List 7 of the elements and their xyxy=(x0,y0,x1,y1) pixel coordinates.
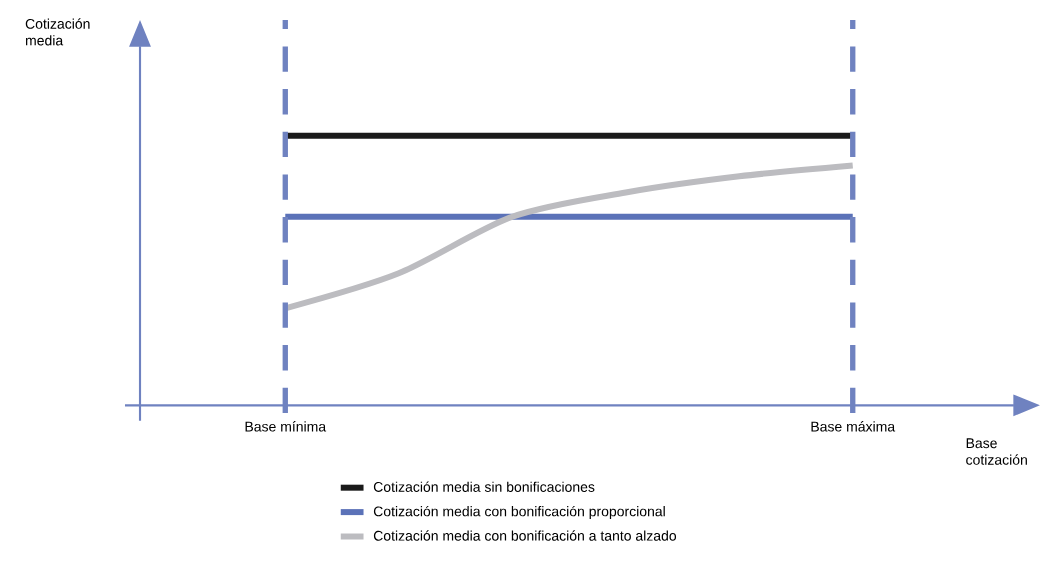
text: Cotización media xyxy=(25,18,90,46)
legend-label: Cotización media sin bonificaciones xyxy=(373,481,595,492)
text: Base cotización xyxy=(966,438,1027,465)
x-tick-label: Base mínima xyxy=(245,421,327,432)
x-tick-label: Base máxima xyxy=(811,421,896,432)
legend-label: Cotización media con bonificación proporcional xyxy=(373,505,665,520)
legend-label: Cotización media con bonificación a tanto alzado xyxy=(373,530,677,541)
